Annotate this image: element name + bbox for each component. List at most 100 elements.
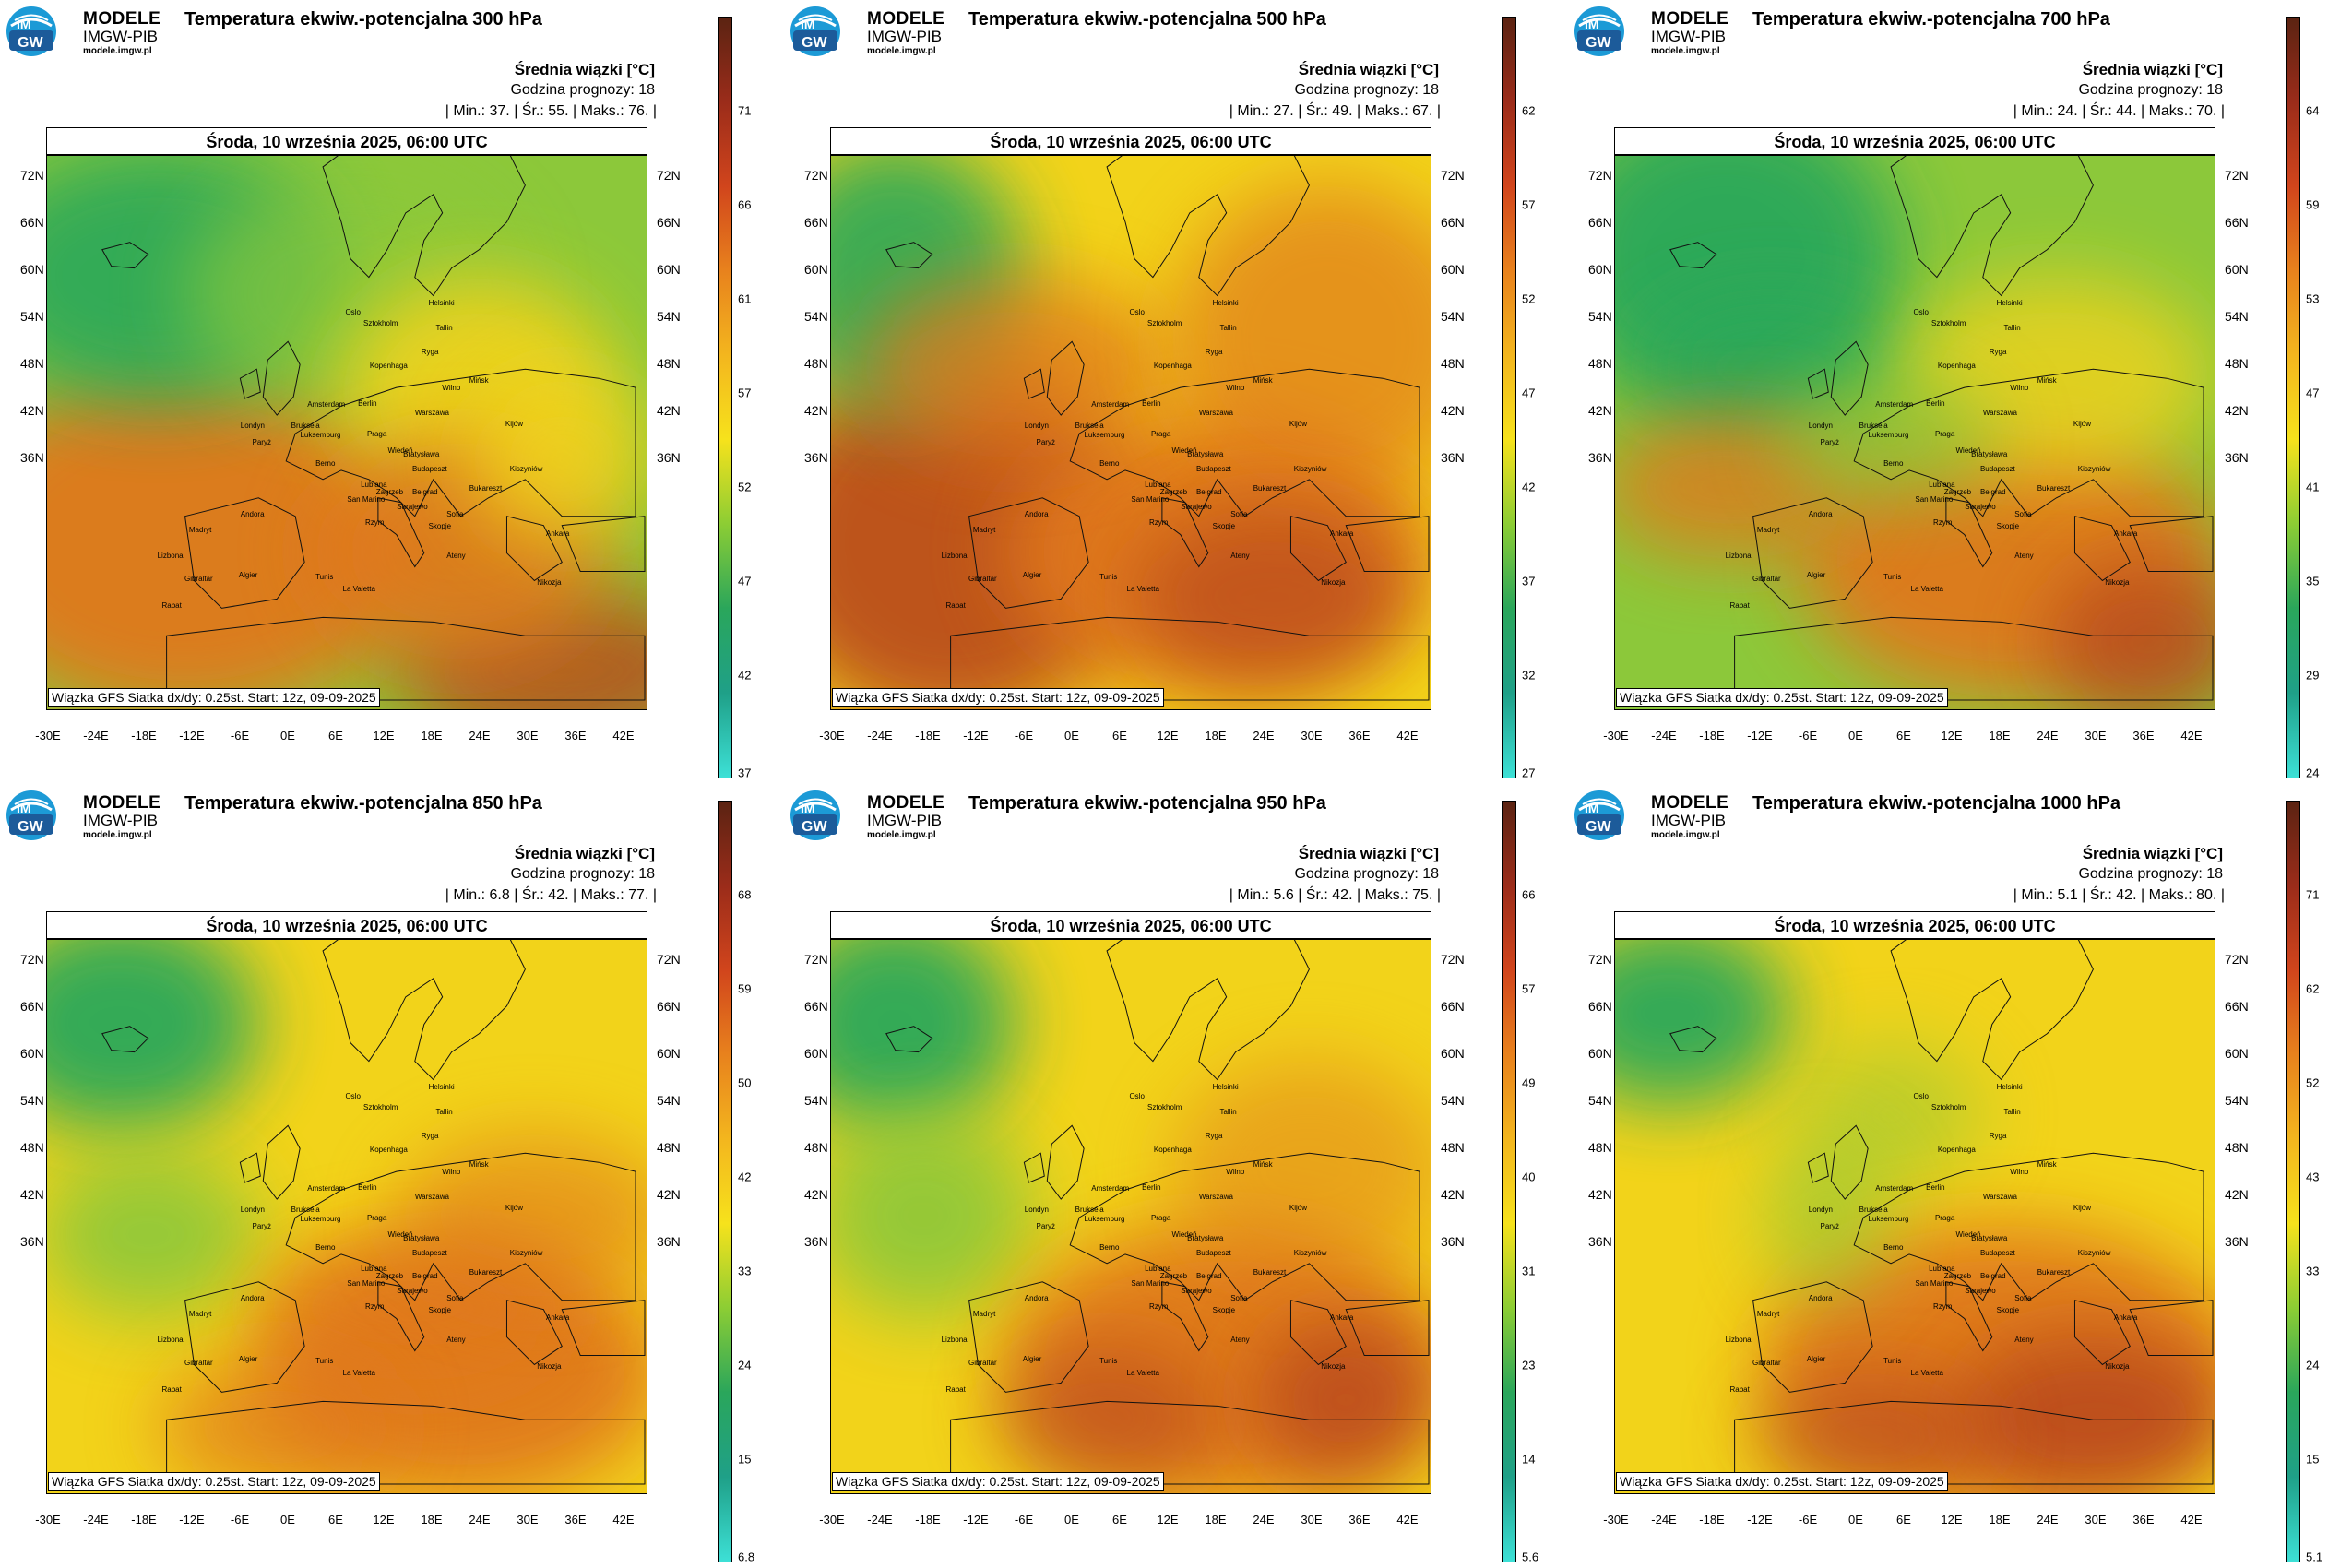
forecast-hour: Godzina prognozy: 18 <box>1294 82 1439 98</box>
lat-label-right: 42N <box>1441 1187 1465 1202</box>
city-label: Lublana <box>361 480 387 489</box>
coastline-path <box>1807 368 1829 399</box>
lat-label-left: 48N <box>1588 356 1612 371</box>
lat-label-left: 72N <box>20 952 44 967</box>
city-label: Wiedeń <box>387 445 413 455</box>
temperature-field <box>1615 940 2215 1493</box>
lon-label: -6E <box>1798 729 1818 742</box>
coastline-path <box>1345 516 1430 572</box>
date-bar: Środa, 10 września 2025, 06:00 UTC <box>830 911 1431 939</box>
city-label: Skopje <box>1996 521 2020 530</box>
map-area <box>830 939 1431 1494</box>
city-label: Bruksela <box>1075 1206 1104 1215</box>
city-label: Sarajewo <box>1965 1287 1996 1296</box>
lon-label: 0E <box>1064 1513 1079 1526</box>
city-label: Kiszyniów <box>509 465 543 474</box>
lat-label-right: 60N <box>1441 1046 1465 1061</box>
city-label: Luksemburg <box>300 1215 341 1224</box>
lat-label-left: 42N <box>20 1187 44 1202</box>
city-label: Oslo <box>1129 308 1145 317</box>
stat-max: 70. <box>2196 103 2217 119</box>
field-blob <box>1615 940 1790 1106</box>
colorbar-tick-label: 23 <box>1522 1358 1536 1372</box>
map-svg <box>46 155 647 710</box>
lon-label: -6E <box>1014 1513 1034 1526</box>
lon-label: -18E <box>131 729 157 742</box>
panel-title: Temperatura ekwiw.-potencjalna 850 hPa <box>184 793 542 814</box>
city-label: Helsinki <box>428 1082 455 1091</box>
svg-text:IM: IM <box>1585 17 1599 31</box>
city-label: Praga <box>1150 429 1171 438</box>
lat-label-right: 36N <box>1441 1234 1465 1249</box>
lon-label: -24E <box>83 729 109 742</box>
lon-label: -30E <box>35 1513 61 1526</box>
coastline-path <box>1069 368 1420 517</box>
lon-label: -6E <box>230 1513 250 1526</box>
city-label: Rzym <box>1933 517 1953 527</box>
date-bar: Środa, 10 września 2025, 06:00 UTC <box>830 127 1431 155</box>
city-label: Rzym <box>1933 1301 1953 1311</box>
logo-line1: MODELE <box>83 793 161 813</box>
colorbar-tick-label: 71 <box>2306 887 2320 902</box>
colorbar-tick-label: 5.6 <box>1522 1550 1539 1564</box>
city-label: Wiedeń <box>1955 1229 1981 1239</box>
lon-label: -18E <box>131 1513 157 1526</box>
field-blob <box>996 1344 1218 1492</box>
city-label: Andora <box>240 510 265 519</box>
lat-label-left: 54N <box>804 1093 828 1108</box>
city-label: Bratysława <box>1971 449 2008 458</box>
city-label: Kijów <box>505 1203 524 1212</box>
city-label: Rzym <box>365 1301 385 1311</box>
city-label: Londyn <box>1024 421 1049 430</box>
coastline-path <box>885 242 933 269</box>
city-label: Paryż <box>1036 438 1055 447</box>
colorbar-tick-label: 53 <box>2306 291 2320 306</box>
lat-label-left: 36N <box>1588 450 1612 465</box>
city-label: Bukareszt <box>1253 483 1287 493</box>
coastline-path <box>377 497 425 568</box>
city-label: Wiedeń <box>1171 1229 1197 1239</box>
imgw-badge-icon: IM GW <box>6 790 56 840</box>
colorbar-tick-label: 24 <box>738 1358 752 1372</box>
lat-label-left: 36N <box>20 1234 44 1249</box>
colorbar-tick-label: 24 <box>2306 1358 2320 1372</box>
city-label: Bukareszt <box>469 1267 503 1277</box>
colorbar-tick-label: 29 <box>2306 668 2320 683</box>
lon-label: 42E <box>2180 729 2203 742</box>
colorbar-tick-label: 15 <box>2306 1452 2320 1467</box>
logo-line1: MODELE <box>867 793 945 813</box>
city-label: Gibraltar <box>184 575 213 583</box>
lat-label-right: 54N <box>1441 1093 1465 1108</box>
stat-max: 76. <box>628 103 649 119</box>
city-label: Oslo <box>345 1092 361 1101</box>
logo-line3: modele.imgw.pl <box>867 46 936 56</box>
colorbar-tick-label: 33 <box>2306 1264 2320 1278</box>
city-label: Bratysława <box>1971 1233 2008 1242</box>
field-blob <box>1170 183 1431 496</box>
coastline-path <box>1945 497 1993 568</box>
imgw-logo: IM GW MODELE IMGW-PIB modele.imgw.pl <box>6 790 172 841</box>
city-label: Sztokholm <box>1931 1102 1966 1111</box>
city-label: Rabat <box>1729 1384 1750 1394</box>
city-label: Wiedeń <box>387 1229 413 1239</box>
lon-label: 24E <box>1253 729 1275 742</box>
city-label: Andora <box>1024 1294 1049 1303</box>
lon-label: 18E <box>1989 729 2011 742</box>
city-label: Ateny <box>446 552 466 561</box>
lon-label: 0E <box>280 729 295 742</box>
logo-line3: modele.imgw.pl <box>867 830 936 840</box>
lon-label: -12E <box>963 729 989 742</box>
city-label: Sztokholm <box>1147 1102 1182 1111</box>
city-label: Belgrad <box>1195 1271 1222 1280</box>
svg-text:GW: GW <box>802 819 827 835</box>
legend-title: Średnia wiązki [°C] <box>1298 845 1439 862</box>
city-label: Bratysława <box>403 1233 440 1242</box>
colorbar-tick-label: 37 <box>1522 574 1536 588</box>
city-label: Berlin <box>358 1182 377 1192</box>
city-label: Kopenhaga <box>369 1145 408 1154</box>
model-footer: Wiązka GFS Siatka dx/dy: 0.25st. Start: … <box>832 688 1164 707</box>
imgw-badge-icon: IM GW <box>6 6 56 56</box>
city-label: Londyn <box>240 421 265 430</box>
lat-label-right: 60N <box>657 262 681 277</box>
city-label: Londyn <box>240 1205 265 1214</box>
